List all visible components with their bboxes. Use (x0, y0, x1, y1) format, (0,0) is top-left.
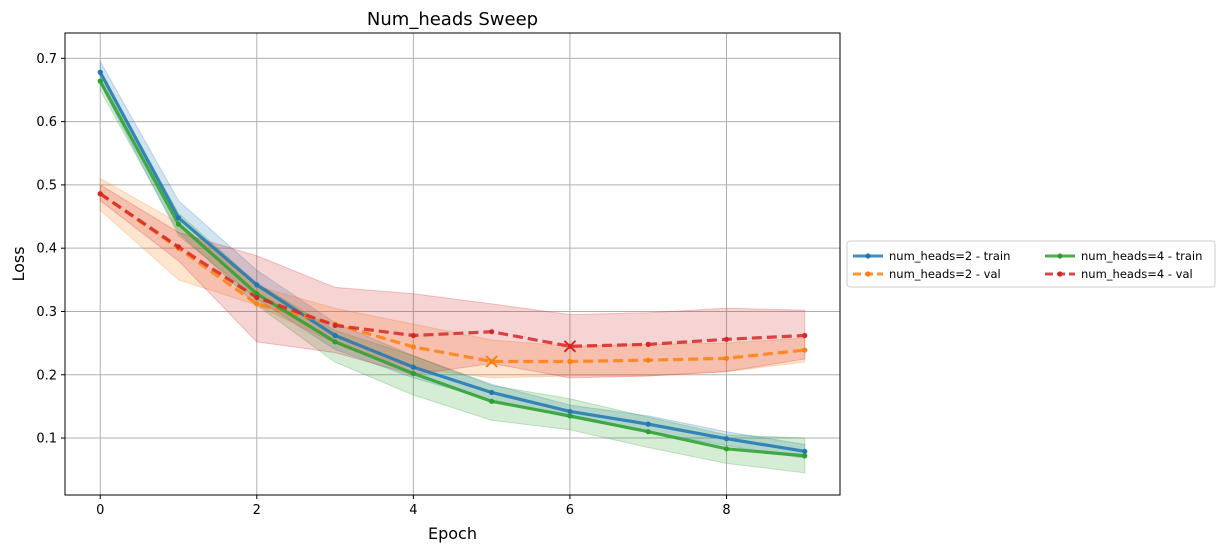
legend-label: num_heads=4 - val (1081, 267, 1193, 281)
series-line (98, 80, 805, 458)
best-epoch-marker (563, 340, 577, 353)
confidence-band (99, 184, 806, 379)
data-point (567, 408, 573, 415)
x-tick-label: 6 (566, 503, 574, 518)
y-tick-label: 0.2 (36, 368, 57, 383)
data-point (332, 322, 338, 328)
legend-marker (865, 253, 871, 259)
data-point (802, 332, 808, 339)
data-point (802, 453, 808, 459)
data-point (802, 347, 808, 353)
legend-label: num_heads=4 - train (1081, 249, 1202, 263)
data-point (254, 291, 260, 297)
y-tick-label: 0.1 (36, 432, 57, 447)
x-tick-label: 0 (96, 503, 104, 518)
data-point (332, 339, 338, 345)
data-point (175, 215, 182, 221)
data-point (489, 398, 495, 404)
y-tick-label: 0.7 (36, 52, 57, 67)
x-tick-label: 4 (409, 503, 417, 518)
legend: num_heads=2 - train num_heads=2 - val num_… (846, 240, 1216, 288)
data-point (97, 191, 103, 197)
series-line (98, 71, 806, 453)
series-line (99, 192, 805, 348)
plot-frame (64, 32, 841, 496)
legend-box (846, 240, 1216, 288)
grid (65, 33, 840, 495)
y-axis-label: Loss (9, 246, 28, 281)
data-point (489, 329, 495, 335)
x-tick-label: 2 (253, 503, 261, 518)
data-point (802, 448, 808, 454)
legend-marker (865, 271, 871, 277)
x-tick-label: 8 (722, 503, 730, 518)
x-axis-ticks: 0 2 4 6 8 (96, 495, 731, 518)
best-epoch-marker (485, 355, 498, 368)
y-tick-label: 0.5 (36, 178, 57, 193)
series-line (99, 192, 805, 364)
data-point (723, 336, 730, 342)
data-point (567, 358, 573, 365)
data-point (410, 364, 416, 370)
data-point (175, 221, 182, 227)
data-point (723, 436, 730, 442)
data-point (645, 429, 651, 435)
data-point (645, 421, 651, 427)
chart-title: Num_heads Sweep (367, 9, 538, 30)
legend-label: num_heads=2 - val (889, 267, 1001, 281)
series-lines (98, 71, 806, 458)
data-point (97, 78, 103, 84)
data-point (567, 413, 573, 419)
y-axis-ticks: 0.1 0.2 0.3 0.4 0.5 0.6 0.7 (36, 52, 65, 447)
y-tick-label: 0.3 (36, 305, 57, 320)
data-point (175, 244, 182, 250)
data-point (254, 301, 260, 307)
data-point (254, 282, 260, 288)
data-point (645, 357, 651, 363)
data-point (410, 344, 416, 350)
data-point (723, 355, 730, 361)
data-point (254, 294, 260, 301)
legend-marker (1057, 253, 1063, 259)
data-point (410, 332, 416, 339)
data-point (97, 69, 103, 75)
data-point (489, 389, 495, 396)
data-point (332, 332, 338, 339)
data-point (645, 341, 651, 347)
series-markers (97, 69, 808, 459)
y-tick-label: 0.6 (36, 115, 57, 130)
y-tick-label: 0.4 (36, 242, 57, 257)
x-axis-label: Epoch (428, 524, 477, 543)
legend-label: num_heads=2 - train (889, 249, 1010, 263)
legend-marker (1057, 271, 1063, 277)
data-point (723, 446, 730, 452)
data-point (410, 370, 416, 377)
